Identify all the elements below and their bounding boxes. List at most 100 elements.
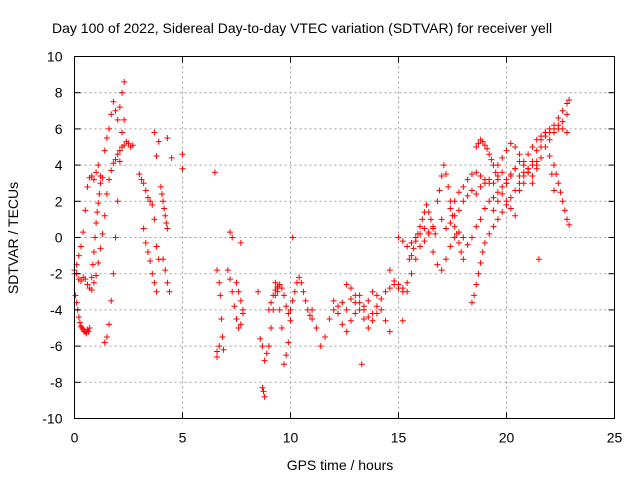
series-track-w <box>468 158 540 306</box>
grid <box>74 56 615 419</box>
data-point <box>546 136 553 143</box>
data-point <box>460 256 467 263</box>
series-track-q <box>330 225 437 313</box>
data-point <box>347 317 354 324</box>
data-point <box>144 194 151 201</box>
data-point <box>140 225 147 232</box>
data-point <box>404 288 411 295</box>
data-point <box>72 292 79 299</box>
data-point <box>365 314 372 321</box>
data-point <box>229 234 236 241</box>
data-point <box>503 198 510 205</box>
data-point <box>479 138 486 145</box>
data-point <box>136 171 143 178</box>
data-point <box>93 220 100 227</box>
data-point <box>114 116 121 123</box>
data-point <box>352 310 359 317</box>
data-point <box>378 296 385 303</box>
data-point <box>343 328 350 335</box>
y-tick-label: -2 <box>50 266 63 282</box>
data-point <box>129 142 136 149</box>
data-point <box>538 154 545 161</box>
data-point <box>90 176 97 183</box>
data-point <box>481 142 488 149</box>
data-point <box>460 183 467 190</box>
data-point <box>458 248 465 255</box>
y-tick-label: -6 <box>50 338 63 354</box>
data-point <box>99 230 106 237</box>
data-point <box>479 248 486 255</box>
data-point <box>309 306 316 313</box>
data-point <box>302 297 309 304</box>
data-point <box>229 288 236 295</box>
data-point <box>406 256 413 263</box>
data-point <box>529 180 536 187</box>
data-point <box>399 285 406 292</box>
data-point <box>259 384 266 391</box>
data-point <box>382 317 389 324</box>
series-track-l <box>233 279 246 313</box>
series-track-i <box>160 256 173 295</box>
data-point <box>287 317 294 324</box>
data-point <box>475 140 482 147</box>
data-point <box>343 306 350 313</box>
data-point <box>142 187 149 194</box>
data-point <box>157 183 164 190</box>
data-point <box>101 147 108 154</box>
data-point <box>112 234 119 241</box>
data-point <box>464 241 471 248</box>
series-track-ag <box>265 281 294 324</box>
data-point <box>85 328 92 335</box>
x-tick-labels: 0 5 10 15 20 25 <box>71 430 623 446</box>
data-point <box>261 357 268 364</box>
data-point <box>563 111 570 118</box>
data-point <box>114 151 121 158</box>
data-point <box>121 142 128 149</box>
data-point <box>507 140 514 147</box>
data-point <box>239 306 246 313</box>
data-point <box>447 220 454 227</box>
y-tick-label: -4 <box>50 302 63 318</box>
data-point <box>535 256 542 263</box>
series-track-m <box>255 285 281 364</box>
data-point <box>484 145 491 152</box>
data-point <box>512 165 519 172</box>
data-point <box>347 285 354 292</box>
series-track-af <box>343 281 380 324</box>
data-point <box>276 281 283 288</box>
data-point <box>235 288 242 295</box>
data-point <box>276 306 283 313</box>
data-point <box>408 252 415 259</box>
data-point <box>490 223 497 230</box>
data-point <box>451 212 458 219</box>
data-point <box>443 225 450 232</box>
x-tick-label: 0 <box>71 430 79 446</box>
series-track-s <box>434 162 467 263</box>
data-point <box>360 306 367 313</box>
data-point <box>525 169 532 176</box>
data-point <box>214 267 221 274</box>
data-point <box>93 272 100 279</box>
series-track-n <box>259 384 268 400</box>
data-point <box>160 256 167 263</box>
y-tick-labels: -10 -8 -6 -4 -2 0 2 4 6 8 10 <box>42 49 62 427</box>
data-point <box>486 180 493 187</box>
data-point <box>546 153 553 160</box>
data-point <box>77 277 84 284</box>
data-point <box>116 147 123 154</box>
data-point <box>481 205 488 212</box>
data-point <box>423 201 430 208</box>
data-point <box>486 198 493 205</box>
data-point <box>525 151 532 158</box>
data-point <box>289 297 296 304</box>
data-point <box>216 343 223 350</box>
data-point <box>77 243 84 250</box>
y-tick-label: 4 <box>55 157 63 173</box>
data-point <box>110 160 117 167</box>
data-point <box>298 279 305 286</box>
data-point <box>94 209 101 216</box>
data-point <box>473 144 480 150</box>
data-point <box>335 303 342 310</box>
data-point <box>106 176 113 183</box>
